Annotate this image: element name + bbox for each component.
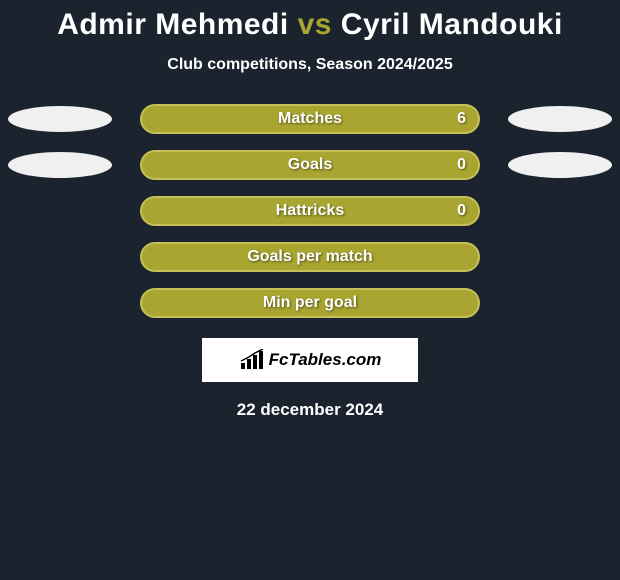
stat-row-min-per-goal: Min per goal	[0, 288, 620, 318]
stat-label: Matches	[142, 110, 478, 128]
stat-bar: Min per goal	[140, 288, 480, 318]
player2-name: Cyril Mandouki	[341, 8, 563, 41]
stat-row-goals: Goals 0	[0, 150, 620, 180]
bar-wrapper: Hattricks 0	[140, 196, 480, 226]
bar-wrapper: Matches 6	[140, 104, 480, 134]
bar-wrapper: Goals per match	[140, 242, 480, 272]
stat-bar: Hattricks 0	[140, 196, 480, 226]
bar-wrapper: Goals 0	[140, 150, 480, 180]
vs-separator: vs	[298, 8, 332, 41]
player1-name: Admir Mehmedi	[57, 8, 289, 41]
date-text: 22 december 2024	[0, 400, 620, 420]
bar-wrapper: Min per goal	[140, 288, 480, 318]
subtitle: Club competitions, Season 2024/2025	[0, 56, 620, 74]
left-ellipse	[8, 152, 112, 178]
stat-bar: Matches 6	[140, 104, 480, 134]
stat-value: 0	[457, 202, 466, 220]
stat-value: 0	[457, 156, 466, 174]
stat-label: Min per goal	[142, 294, 478, 312]
stat-bar: Goals 0	[140, 150, 480, 180]
title: Admir Mehmedi vs Cyril Mandouki	[0, 8, 620, 42]
left-ellipse	[8, 106, 112, 132]
right-ellipse	[508, 106, 612, 132]
stats-area: Matches 6 Goals 0 Hattricks 0	[0, 104, 620, 318]
right-ellipse	[508, 152, 612, 178]
stat-bar: Goals per match	[140, 242, 480, 272]
stat-row-matches: Matches 6	[0, 104, 620, 134]
stat-label: Goals	[142, 156, 478, 174]
stat-label: Hattricks	[142, 202, 478, 220]
stat-value: 6	[457, 110, 466, 128]
logo-box: FcTables.com	[202, 338, 418, 382]
comparison-card: Admir Mehmedi vs Cyril Mandouki Club com…	[0, 0, 620, 420]
stat-label: Goals per match	[142, 248, 478, 266]
chart-icon	[239, 349, 265, 371]
stat-row-hattricks: Hattricks 0	[0, 196, 620, 226]
logo-text: FcTables.com	[269, 350, 382, 370]
stat-row-goals-per-match: Goals per match	[0, 242, 620, 272]
logo-content: FcTables.com	[239, 349, 382, 371]
